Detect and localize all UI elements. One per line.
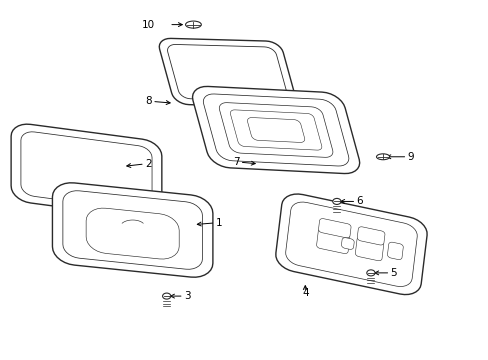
Text: 8: 8 — [145, 96, 152, 107]
PathPatch shape — [159, 39, 295, 107]
PathPatch shape — [21, 132, 152, 210]
Text: 4: 4 — [302, 288, 308, 297]
Circle shape — [332, 198, 340, 204]
PathPatch shape — [316, 229, 349, 253]
PathPatch shape — [247, 118, 304, 143]
PathPatch shape — [275, 194, 426, 294]
PathPatch shape — [285, 202, 416, 287]
PathPatch shape — [203, 94, 348, 166]
PathPatch shape — [219, 103, 332, 157]
PathPatch shape — [341, 238, 353, 249]
PathPatch shape — [230, 110, 321, 150]
PathPatch shape — [355, 237, 383, 261]
PathPatch shape — [86, 208, 179, 259]
PathPatch shape — [318, 219, 350, 238]
PathPatch shape — [52, 183, 212, 277]
Circle shape — [366, 270, 374, 276]
Text: 6: 6 — [356, 197, 362, 206]
PathPatch shape — [386, 242, 403, 260]
PathPatch shape — [167, 44, 287, 101]
PathPatch shape — [63, 191, 202, 269]
Text: 7: 7 — [233, 157, 239, 167]
PathPatch shape — [192, 86, 359, 174]
Text: 3: 3 — [183, 291, 190, 301]
Ellipse shape — [376, 154, 389, 160]
PathPatch shape — [357, 227, 384, 245]
Text: 1: 1 — [215, 218, 222, 228]
Text: 5: 5 — [389, 268, 396, 278]
Ellipse shape — [185, 21, 201, 28]
Text: 10: 10 — [141, 19, 154, 30]
PathPatch shape — [11, 124, 162, 218]
Text: 9: 9 — [407, 152, 413, 162]
Text: 2: 2 — [144, 159, 151, 169]
Circle shape — [163, 293, 170, 299]
